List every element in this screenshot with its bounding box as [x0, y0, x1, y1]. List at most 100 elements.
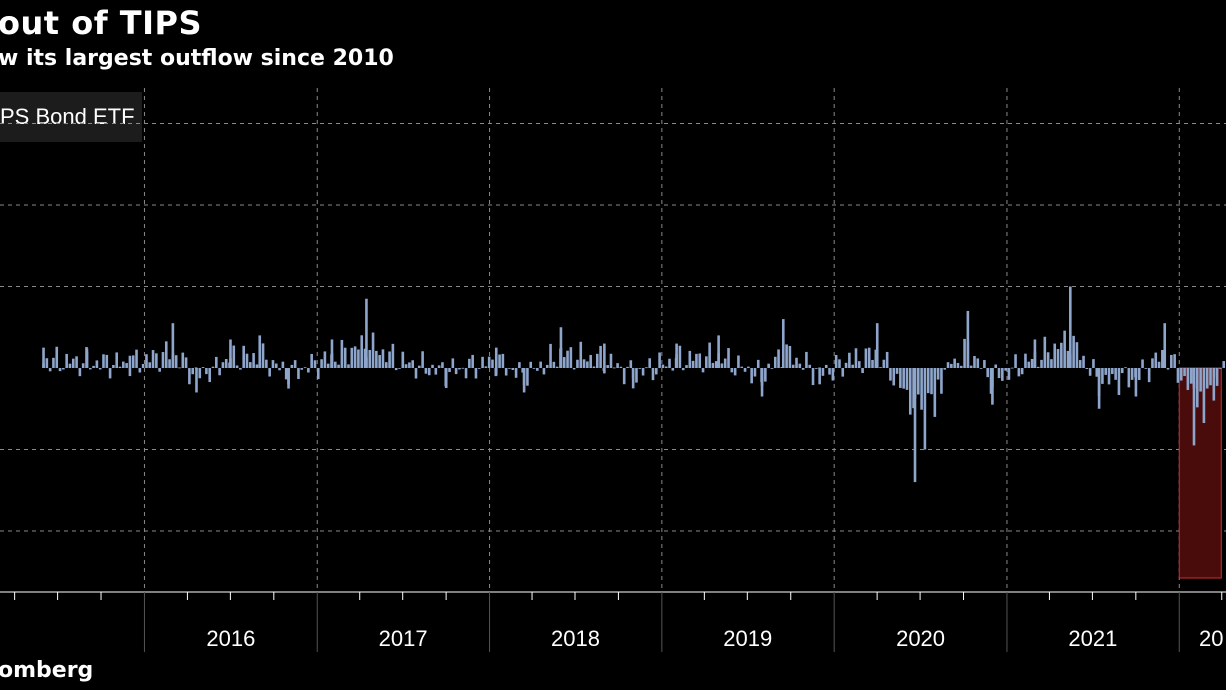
bar-308 — [936, 368, 940, 380]
bar-229 — [708, 342, 711, 368]
bar-291 — [889, 368, 892, 381]
bar-235 — [723, 358, 727, 368]
x-tick-label-3: 2019 — [723, 626, 772, 651]
bar-90 — [303, 367, 307, 369]
bar-56 — [205, 368, 208, 375]
bar-132 — [427, 368, 431, 376]
bar-282 — [864, 348, 868, 368]
bar-110 — [363, 348, 367, 368]
bar-27 — [122, 361, 125, 368]
bar-353 — [1069, 286, 1072, 368]
bar-372 — [1127, 368, 1131, 388]
bar-204 — [631, 368, 635, 389]
bar-300 — [913, 368, 917, 483]
bar-76 — [261, 343, 265, 368]
bar-166 — [522, 368, 526, 393]
bar-378 — [1141, 359, 1144, 368]
bar-259 — [791, 364, 795, 368]
bar-77 — [265, 359, 268, 368]
bar-82 — [281, 361, 285, 368]
bar-251 — [770, 368, 774, 369]
bar-141 — [451, 358, 455, 368]
bar-370 — [1120, 368, 1124, 374]
bar-39 — [158, 368, 161, 372]
bar-100 — [330, 339, 334, 368]
x-tick-label-1: 2017 — [379, 626, 428, 651]
bar-47 — [181, 352, 185, 368]
bar-144 — [461, 367, 465, 369]
bar-358 — [1085, 368, 1089, 369]
bar-336 — [1020, 368, 1024, 375]
bar-163 — [518, 362, 521, 368]
bar-20 — [98, 368, 102, 370]
bar-122 — [398, 368, 401, 369]
bar-341 — [1033, 339, 1037, 368]
bar-249 — [764, 368, 767, 382]
bar-182 — [569, 347, 573, 368]
bar-117 — [381, 349, 385, 368]
bar-5 — [55, 346, 59, 368]
bar-45 — [174, 355, 178, 368]
bar-368 — [1114, 368, 1117, 380]
bar-54 — [198, 368, 202, 379]
bar-148 — [474, 368, 478, 379]
bar-238 — [733, 368, 737, 376]
bar-22 — [105, 354, 109, 368]
bar-89 — [300, 368, 304, 370]
bar-13 — [81, 363, 85, 368]
bar-158 — [501, 353, 505, 368]
bar-172 — [542, 368, 546, 375]
bar-381 — [1151, 358, 1154, 368]
bar-215 — [668, 358, 671, 368]
bar-188 — [589, 354, 592, 368]
bar-265 — [811, 368, 815, 386]
bar-200 — [622, 368, 626, 385]
bar-387 — [1166, 368, 1170, 370]
bar-46 — [178, 367, 181, 369]
bar-51 — [194, 367, 198, 369]
bar-298 — [912, 368, 915, 409]
bar-321 — [976, 358, 980, 368]
bar-189 — [592, 366, 596, 368]
bar-79 — [271, 360, 275, 368]
bar-275 — [841, 368, 845, 377]
bar-184 — [576, 359, 579, 368]
bar-312 — [950, 363, 953, 368]
bar-359 — [1088, 368, 1092, 376]
bar-115 — [375, 350, 378, 368]
bar-143 — [458, 368, 461, 370]
bar-118 — [384, 362, 388, 368]
bar-120 — [391, 343, 395, 368]
bar-313 — [953, 358, 956, 368]
bar-9 — [68, 363, 72, 368]
bar-377 — [1137, 368, 1141, 381]
bar-58 — [211, 366, 215, 368]
bar-405 — [1219, 368, 1222, 369]
bar-324 — [986, 368, 989, 378]
bar-243 — [750, 368, 753, 384]
bar-78 — [268, 368, 271, 377]
bar-8 — [65, 353, 68, 368]
bar-296 — [905, 368, 909, 390]
bar-325 — [989, 368, 993, 394]
bar-386 — [1163, 323, 1167, 368]
bar-153 — [491, 359, 494, 368]
bar-360 — [1092, 359, 1095, 368]
bar-328 — [994, 364, 998, 368]
bar-361 — [1095, 368, 1099, 377]
bar-147 — [471, 354, 474, 368]
bar-199 — [619, 366, 623, 368]
bar-81 — [278, 368, 281, 371]
bar-114 — [371, 332, 375, 368]
bar-88 — [297, 368, 300, 380]
bar-357 — [1082, 355, 1085, 368]
bar-97 — [326, 363, 330, 368]
bar-221 — [681, 368, 685, 371]
bar-92 — [310, 353, 313, 368]
bar-126 — [408, 362, 411, 368]
bar-373 — [1130, 368, 1134, 380]
bar-91 — [307, 368, 310, 373]
bar-61 — [221, 362, 225, 368]
bar-363 — [1097, 368, 1101, 409]
bar-152 — [487, 356, 491, 368]
